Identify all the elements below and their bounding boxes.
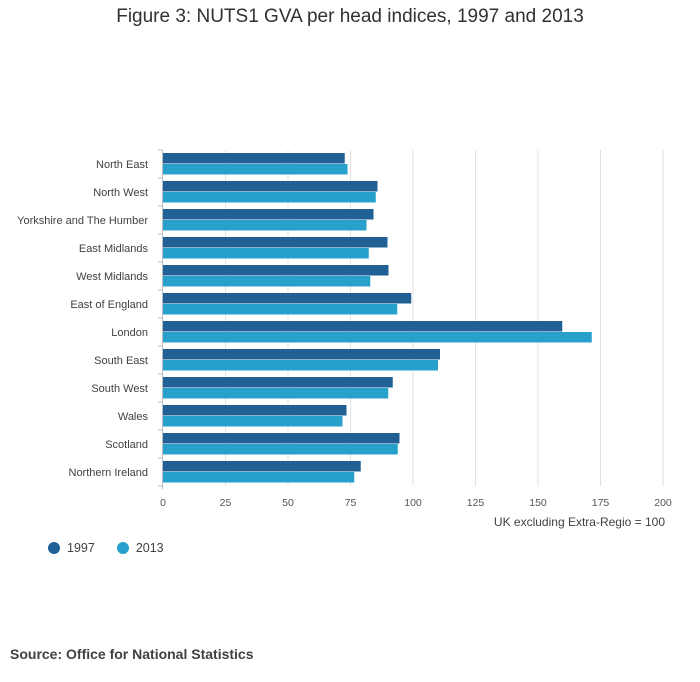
bar-2013 <box>163 472 355 483</box>
category-label: East Midlands <box>79 243 149 255</box>
bar-2013 <box>163 304 398 315</box>
bar-1997 <box>163 181 378 192</box>
x-tick-label: 150 <box>529 497 547 509</box>
category-label: Yorkshire and The Humber <box>17 215 148 227</box>
legend: 1997 2013 <box>48 541 164 555</box>
bar-2013 <box>163 332 592 343</box>
bar-1997 <box>163 349 440 360</box>
bar-2013 <box>163 416 343 427</box>
bar-2013 <box>163 360 438 371</box>
source-note: Source: Office for National Statistics <box>10 646 254 662</box>
bar-2013 <box>163 388 389 399</box>
bar-1997 <box>163 405 347 416</box>
category-label: North East <box>96 159 148 171</box>
x-tick-label: 200 <box>654 497 672 509</box>
x-tick-label: 175 <box>592 497 610 509</box>
bar-2013 <box>163 192 376 203</box>
legend-item-1997[interactable]: 1997 <box>48 541 95 555</box>
category-label: London <box>111 327 148 339</box>
legend-swatch-1997 <box>48 542 60 554</box>
bar-1997 <box>163 377 393 388</box>
category-label: North West <box>93 187 148 199</box>
bar-1997 <box>163 153 345 164</box>
x-tick-label: 75 <box>345 497 357 509</box>
legend-item-2013[interactable]: 2013 <box>116 541 164 555</box>
chart-title: Figure 3: NUTS1 GVA per head indices, 19… <box>116 6 584 27</box>
category-label: West Midlands <box>76 271 148 283</box>
category-label: South East <box>94 355 148 367</box>
bar-2013 <box>163 164 348 175</box>
category-label: Wales <box>118 411 149 423</box>
x-tick-label: 0 <box>160 497 166 509</box>
bar-1997 <box>163 433 400 444</box>
bar-chart: 0 25 50 75 100 125 150 175 200 North East North We… <box>17 149 672 529</box>
bar-2013 <box>163 444 398 455</box>
x-axis-label: UK excluding Extra-Regio = 100 <box>494 515 665 529</box>
x-tick-label: 125 <box>467 497 485 509</box>
bar-2013 <box>163 220 367 231</box>
bar-2013 <box>163 276 371 287</box>
legend-label-1997: 1997 <box>67 541 95 555</box>
bar-1997 <box>163 237 388 248</box>
bar-1997 <box>163 461 361 472</box>
x-tick-label: 50 <box>282 497 294 509</box>
x-tick-label: 25 <box>220 497 232 509</box>
legend-swatch-2013 <box>116 542 129 554</box>
bar-1997 <box>163 265 389 276</box>
legend-label-2013: 2013 <box>135 541 164 555</box>
bar-2013 <box>163 248 369 259</box>
category-label: South West <box>91 383 148 395</box>
bar-1997 <box>163 293 412 304</box>
category-label: Scotland <box>105 439 148 451</box>
bar-1997 <box>163 209 374 220</box>
category-label: Northern Ireland <box>69 467 149 479</box>
category-label: East of England <box>70 299 148 311</box>
x-tick-label: 100 <box>404 497 422 509</box>
bar-1997 <box>163 321 563 332</box>
